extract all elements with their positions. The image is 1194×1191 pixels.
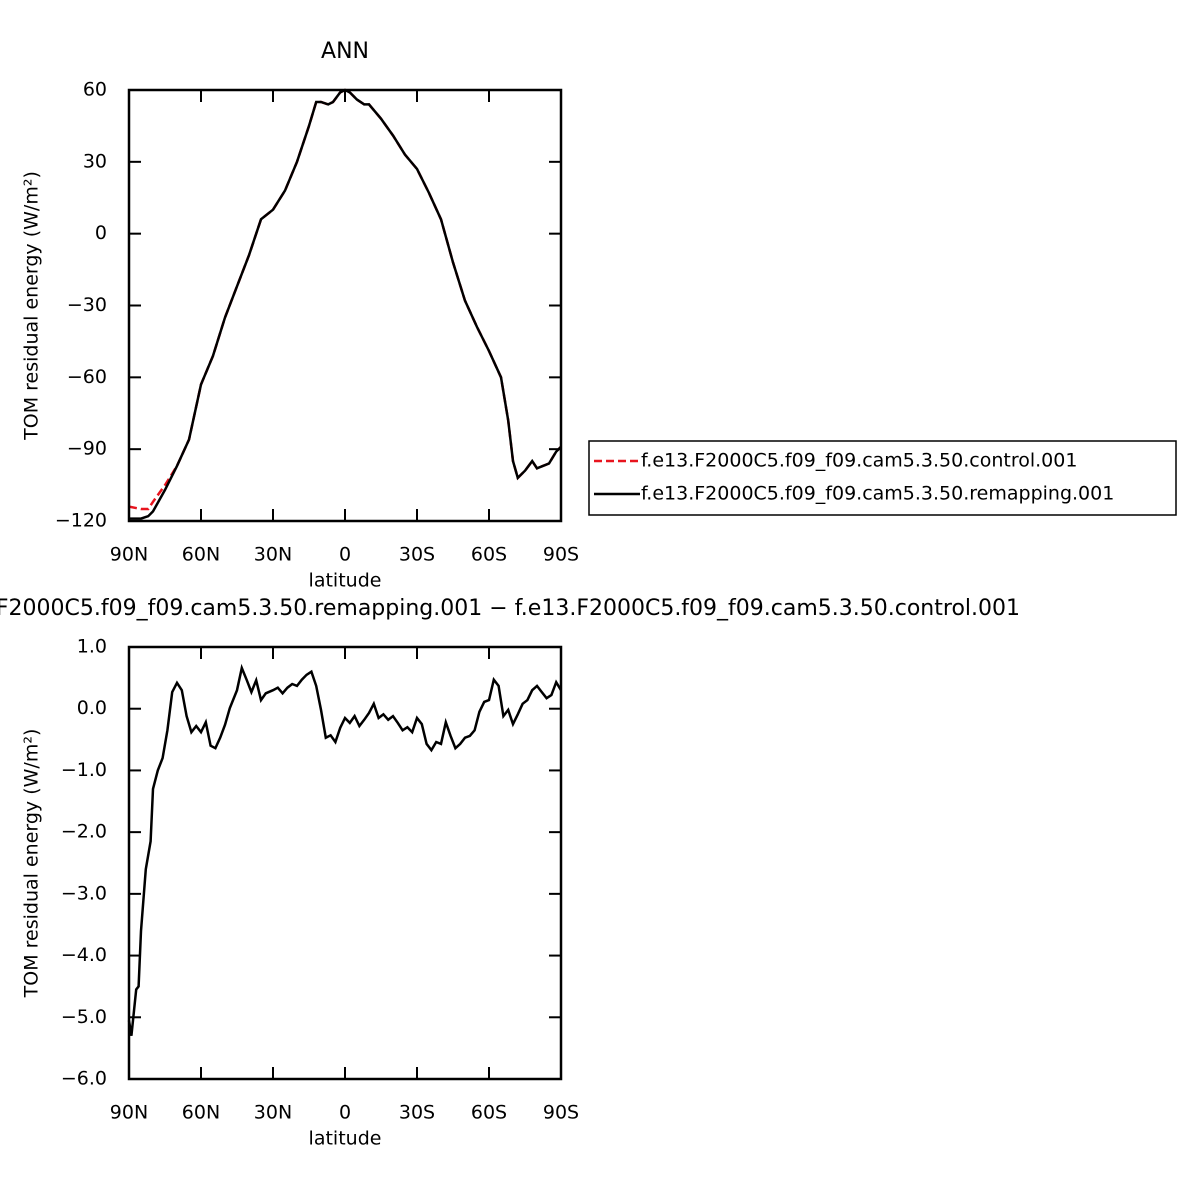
plot-frame [127,645,563,1081]
x-tick-label: 0 [339,544,351,566]
y-tick-label: −6.0 [61,1068,107,1090]
legend-label: f.e13.F2000C5.f09_f09.cam5.3.50.remappin… [641,483,1114,505]
legend-label: f.e13.F2000C5.f09_f09.cam5.3.50.control.… [641,450,1077,472]
y-tick-label: 60 [83,79,107,101]
x-tick-label: 30S [399,544,435,566]
y-tick-label: −4.0 [61,944,107,966]
x-tick-label: 90N [110,1102,148,1124]
chart-title: f.e13.F2000C5.f09_f09.cam5.3.50.remappin… [0,596,1020,621]
x-axis-label: latitude [309,1128,382,1150]
chart-title: ANN [321,39,369,64]
y-tick-label: −60 [67,366,107,388]
x-tick-label: 60S [471,1102,507,1124]
y-axis-label: TOM residual energy (W/m²) [21,171,43,441]
x-tick-label: 90S [543,544,579,566]
y-tick-label: −90 [67,438,107,460]
x-tick-label: 30S [399,1102,435,1124]
plot-frame [127,88,563,523]
y-tick-label: 0 [95,222,107,244]
x-tick-label: 90N [110,544,148,566]
series-line [128,88,562,511]
x-tick-label: 60N [182,544,220,566]
x-tick-label: 60N [182,1102,220,1124]
x-tick-label: 30N [254,1102,292,1124]
y-tick-label: −1.0 [61,759,107,781]
y-tick-label: 0.0 [77,697,107,719]
x-tick-label: 0 [339,1102,351,1124]
y-tick-label: −5.0 [61,1006,107,1028]
y-tick-label: −30 [67,294,107,316]
x-axis-label: latitude [309,570,382,592]
y-tick-label: 1.0 [77,636,107,658]
y-tick-label: 30 [83,150,107,172]
y-tick-label: −2.0 [61,821,107,843]
x-tick-label: 30N [254,544,292,566]
x-tick-label: 90S [543,1102,579,1124]
x-tick-label: 60S [471,544,507,566]
legend-box [588,440,1177,516]
y-tick-label: −120 [55,510,107,532]
series-line [129,88,562,520]
y-axis-label: TOM residual energy (W/m²) [21,729,43,999]
series-line [127,663,563,1036]
y-tick-label: −3.0 [61,882,107,904]
